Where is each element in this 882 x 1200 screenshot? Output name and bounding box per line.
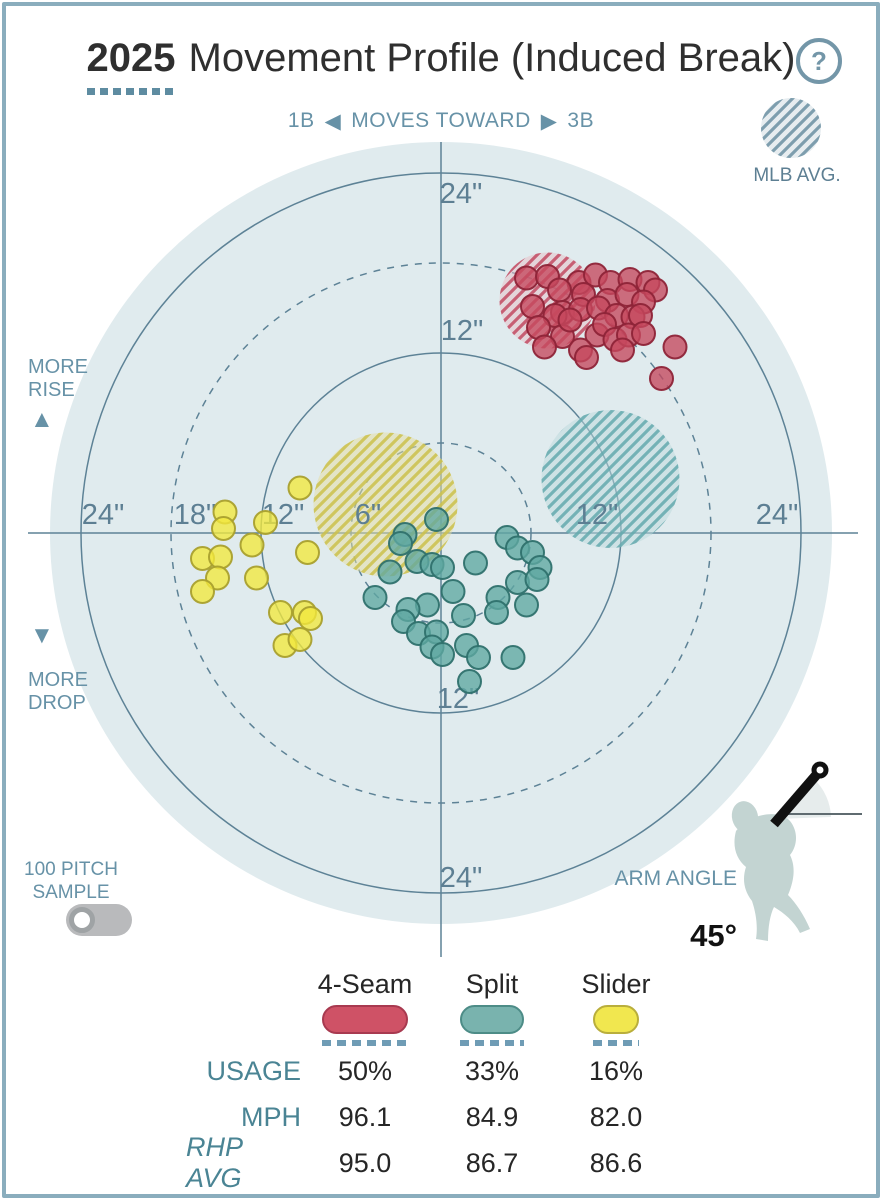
4-seam-point xyxy=(557,307,583,333)
split-point xyxy=(514,592,539,618)
split-point xyxy=(388,531,413,556)
slider-point xyxy=(253,510,278,535)
slider-point xyxy=(268,600,293,625)
tick-label: 24" xyxy=(82,499,125,531)
up-triangle-icon: ▲ xyxy=(30,406,54,433)
title-text: Movement Profile (Induced Break) xyxy=(188,36,796,80)
usage-slider: 16% xyxy=(588,1055,644,1086)
split-point xyxy=(457,669,482,694)
slider-point xyxy=(287,627,313,652)
slider-point xyxy=(239,532,265,558)
split-point xyxy=(466,645,491,670)
split-point xyxy=(424,507,449,532)
mph-slider: 82.0 xyxy=(589,1101,643,1132)
split-pill-underline xyxy=(460,1039,524,1046)
tick-label: 12" xyxy=(441,315,484,347)
slider-point xyxy=(190,579,215,604)
slider-point xyxy=(287,475,313,501)
split-point xyxy=(484,600,509,625)
arm-angle-value: 45° xyxy=(690,918,737,953)
4-seam-point xyxy=(514,265,539,291)
slider-point xyxy=(244,565,269,591)
column-header-split: Split xyxy=(465,968,519,999)
slider-point xyxy=(295,540,320,565)
split-mlb-avg-area xyxy=(541,410,680,548)
arm-angle-hand-tip xyxy=(811,761,829,779)
mph-split: 84.9 xyxy=(465,1101,519,1132)
title-year: 2025 xyxy=(86,36,176,95)
slider-pill xyxy=(593,1004,639,1046)
usage-row-label: USAGE xyxy=(206,1055,301,1086)
slider-point xyxy=(211,516,236,541)
4-seam-pill-underline xyxy=(322,1039,408,1046)
arm-angle-label: ARM ANGLE xyxy=(614,867,737,890)
split-point xyxy=(440,579,466,604)
split-point xyxy=(500,645,526,670)
split-point xyxy=(377,559,403,585)
pitch-scatter-points xyxy=(190,262,688,694)
pitch-sample-toggle[interactable] xyxy=(66,904,132,936)
tick-label: 18" xyxy=(174,499,217,531)
direction-3b: 3B xyxy=(567,109,595,132)
4-seam-point xyxy=(631,321,656,346)
split-pill xyxy=(460,1004,524,1046)
pitch-sample-label: 100 PITCH SAMPLE xyxy=(24,859,118,903)
tick-label: 24" xyxy=(756,499,799,531)
usage-split: 33% xyxy=(464,1055,520,1086)
mph-4seam: 96.1 xyxy=(338,1101,392,1132)
4-seam-point xyxy=(649,366,674,391)
4-seam-point xyxy=(520,294,545,319)
tick-label: 24" xyxy=(440,862,483,894)
4-seam-point xyxy=(532,334,557,360)
usage-4seam: 50% xyxy=(337,1055,393,1086)
split-point xyxy=(430,555,455,580)
mlb-avg-legend-swatch xyxy=(761,98,821,158)
mlb-avg-legend-label: MLB AVG. xyxy=(753,165,841,186)
4-seam-point xyxy=(662,334,688,360)
slider-mlb-avg-area xyxy=(313,432,458,577)
rhp-avg-split: 86.7 xyxy=(465,1147,519,1178)
split-point xyxy=(451,603,476,628)
slider-point xyxy=(208,544,233,570)
arm-angle-hand-line xyxy=(770,769,822,828)
rhp-avg-row-label: RHP AVG xyxy=(186,1132,243,1193)
4-seam-point xyxy=(547,277,572,303)
direction-1b: 1B xyxy=(287,109,315,132)
left-arrow-icon: ◀ xyxy=(324,110,342,133)
pitcher-head xyxy=(731,801,759,833)
down-triangle-icon: ▼ xyxy=(30,622,54,649)
mph-row-label: MPH xyxy=(241,1101,301,1132)
tick-label: 24" xyxy=(440,178,483,210)
more-rise-label: MORE RISE xyxy=(28,356,88,401)
toggle-knob xyxy=(69,907,95,933)
column-header-slider: Slider xyxy=(581,968,651,999)
movement-plot: 24" 18" 12" 6" 12" 24"24"12"12"24" xyxy=(28,98,858,957)
split-point xyxy=(463,550,488,576)
title-year-underline xyxy=(86,88,176,95)
split-point xyxy=(524,567,550,592)
tick-label: 12" xyxy=(576,499,619,531)
slider-pill-underline xyxy=(593,1039,639,1046)
slider-point xyxy=(298,606,323,631)
direction-label: 1B ◀ MOVES TOWARD ▶ 3B xyxy=(6,109,876,134)
tick-label: 6" xyxy=(355,499,381,531)
help-button[interactable]: ? xyxy=(796,38,842,84)
rhp-avg-slider: 86.6 xyxy=(589,1147,643,1178)
4-seam-point xyxy=(610,337,635,363)
pitcher-figure xyxy=(731,761,862,941)
rhp-avg-4seam: 95.0 xyxy=(338,1147,392,1178)
page-title: 2025 Movement Profile (Induced Break) xyxy=(6,36,876,95)
4-seam-pill xyxy=(322,1004,408,1046)
right-arrow-icon: ▶ xyxy=(540,110,558,133)
pitch-table: 4-Seam Split Slider USAGE 50% 33% 16% MP… xyxy=(186,966,677,1194)
split-point xyxy=(430,642,455,667)
column-header-4seam: 4-Seam xyxy=(317,968,413,999)
ring-tick-labels: 24" 18" 12" 6" 12" 24"24"12"12"24" xyxy=(82,178,799,894)
pitcher-silhouette xyxy=(734,814,810,941)
direction-text: MOVES TOWARD xyxy=(351,109,531,132)
4-seam-point xyxy=(574,345,599,370)
split-point xyxy=(362,585,388,610)
more-drop-label: MORE DROP xyxy=(28,669,88,714)
